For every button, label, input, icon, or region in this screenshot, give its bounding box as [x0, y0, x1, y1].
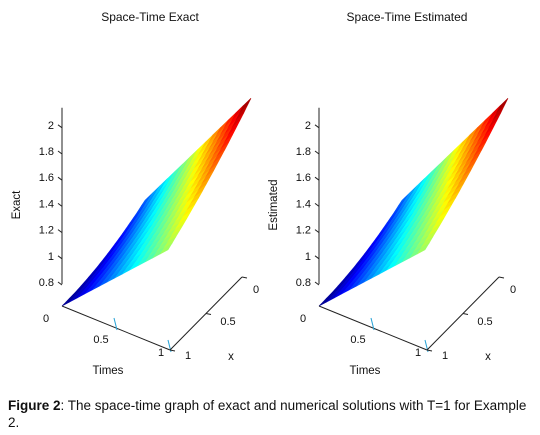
chart-panel-1: 0.811.21.41.61.82Exact00.51Times10.50xSp… — [11, 10, 259, 377]
x-tick-label: 0.5 — [477, 316, 492, 328]
time-ticks: 00.51 — [300, 313, 429, 359]
surface-patch — [416, 242, 430, 255]
z-ticks: 0.8 1 1.2 1.4 1.6 1.8 2 — [39, 120, 63, 289]
x-tick-mark — [426, 349, 433, 352]
z-tick-label: 0.8 — [296, 277, 311, 289]
time-axis-label: Times — [350, 365, 381, 377]
z-tick-mark — [57, 124, 63, 129]
z-axis-label: Estimated — [268, 179, 280, 230]
time-axis-label: Times — [93, 365, 124, 377]
z-tick-mark — [314, 176, 320, 181]
x-tick-mark — [498, 276, 505, 279]
time-tick-mark — [370, 317, 375, 331]
z-tick-label: 2 — [305, 120, 311, 132]
x-tick-mark — [462, 313, 469, 315]
surface-patch — [61, 297, 74, 307]
x-tick-mark — [169, 349, 176, 352]
caption-text: : The space-time graph of exact and nume… — [8, 398, 527, 430]
x-ticks: 10.50 — [426, 276, 516, 362]
z-tick-label: 2 — [48, 120, 54, 132]
time-tick-label: 0 — [300, 313, 306, 325]
chart-title: Space-Time Estimated — [347, 10, 468, 24]
z-tick-mark — [57, 229, 63, 234]
x-tick-label: 0 — [510, 284, 516, 296]
x-tick-label: 1 — [442, 350, 448, 362]
time-tick-label: 1 — [415, 347, 421, 359]
time-tick-label: 0.5 — [93, 334, 108, 346]
z-tick-mark — [57, 202, 63, 207]
chart-panel-2: 0.811.21.41.61.82Estimated00.51Times10.5… — [268, 10, 516, 377]
z-tick-label: 1.6 — [39, 172, 54, 184]
x-axis-label: x — [228, 351, 234, 363]
z-tick-label: 1.4 — [39, 198, 54, 210]
z-ticks: 0.8 1 1.2 1.4 1.6 1.8 2 — [296, 120, 320, 289]
z-tick-label: 0.8 — [39, 277, 54, 289]
time-tick-mark — [113, 317, 118, 331]
surface-patch — [159, 242, 173, 255]
z-tick-mark — [57, 176, 63, 181]
time-tick-label: 0.5 — [350, 334, 365, 346]
x-axis-label: x — [485, 351, 491, 363]
figure-caption: Figure 2: The space-time graph of exact … — [8, 397, 532, 431]
z-tick-mark — [57, 150, 63, 155]
x-tick-label: 1 — [185, 350, 191, 362]
x-tick-mark — [241, 276, 248, 279]
surface-patch — [318, 297, 331, 307]
time-tick-label: 1 — [158, 347, 164, 359]
z-tick-mark — [57, 255, 63, 260]
caption-label: Figure 2 — [8, 398, 61, 413]
z-tick-label: 1.8 — [39, 146, 54, 158]
surface — [61, 97, 252, 307]
z-tick-label: 1 — [305, 251, 311, 263]
z-tick-mark — [314, 202, 320, 207]
x-tick-label: 0 — [253, 284, 259, 296]
time-ticks: 00.51 — [43, 313, 172, 359]
chart-title: Space-Time Exact — [101, 10, 199, 24]
z-tick-mark — [314, 124, 320, 129]
x-tick-label: 0.5 — [220, 316, 235, 328]
z-axis-label: Exact — [11, 190, 23, 220]
surface-patch — [496, 97, 509, 114]
z-tick-mark — [314, 150, 320, 155]
z-tick-mark — [314, 229, 320, 234]
z-tick-label: 1 — [48, 251, 54, 263]
time-tick-label: 0 — [43, 313, 49, 325]
surface-patch — [239, 97, 252, 114]
x-ticks: 10.50 — [169, 276, 259, 362]
z-tick-mark — [57, 281, 63, 286]
z-tick-label: 1.2 — [39, 225, 54, 237]
figure-panels: 0.811.21.41.61.82Exact00.51Times10.50xSp… — [11, 10, 516, 377]
z-tick-label: 1.8 — [296, 146, 311, 158]
z-tick-label: 1.6 — [296, 172, 311, 184]
x-tick-mark — [205, 313, 212, 315]
surface — [318, 97, 509, 307]
z-tick-mark — [314, 281, 320, 286]
z-tick-label: 1.2 — [296, 225, 311, 237]
z-tick-mark — [314, 255, 320, 260]
z-tick-label: 1.4 — [296, 198, 311, 210]
